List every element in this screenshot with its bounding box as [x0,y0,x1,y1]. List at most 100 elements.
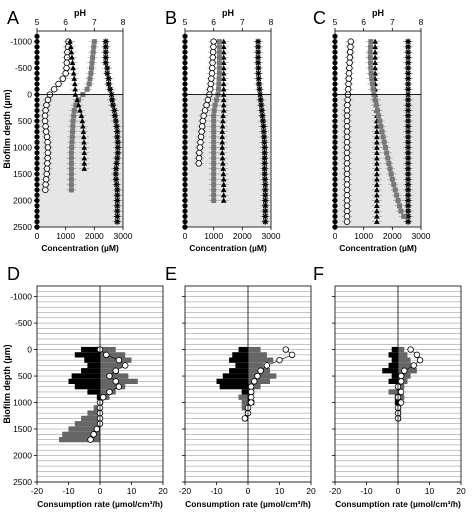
panel-d-black-bar-9 [96,394,100,400]
panel-a-triangle-4-14 [78,112,85,118]
panel-c-open-circle-4-22 [343,154,351,162]
panel-b-open-circle-4-4 [209,59,216,66]
panel-b-star-1-2 [255,49,262,56]
panel-b-triangle-2-21 [219,149,226,156]
panel-c-triangle-2-34 [374,218,380,224]
panel-a-xtick-label-2: 2000 [85,231,104,241]
panel-b-open-circle-4-18 [197,133,205,141]
panel-c-open-circle-4-13 [343,107,351,114]
panel-a-triangle-4-12 [75,102,82,108]
panel-b-star-1-30 [262,197,269,204]
panel-a-grey-square-2-25 [68,171,74,177]
panel-b-grey-square-3-25 [211,171,217,177]
panel-d-grey-bar-1 [100,352,126,358]
panel-b-triangle-2-12 [220,102,227,108]
panel-d-grey-bar-3 [100,362,123,369]
panel-c-star-1-29 [405,192,412,199]
panel-a-open-circle-3-23 [44,160,51,167]
panel-a-star-1-33 [114,213,121,220]
panel-b-star-1-8 [255,80,262,87]
panel-a-open-circle-3-18 [43,133,51,141]
panel-c-grey-square-3-25 [388,171,394,177]
panel-a-star-1-13 [111,107,118,114]
panel-b-triangle-2-16 [219,123,226,129]
panel-b-star-1-21 [261,149,268,156]
panel-b-star-1-14 [259,112,266,119]
panel-c-triangle-2-16 [374,123,380,129]
panel-c-grey-square-3-27 [391,182,397,188]
panel-c-grey-square-3-32 [398,208,404,214]
panel-f-black-bar-2 [391,357,398,363]
panel-a-open-circle-3-7 [59,75,66,82]
panel-c-star-1-11 [405,96,412,103]
panel-d-ytick-label-3: 500 [18,371,32,381]
panel-b-grey-square-3-8 [216,81,222,87]
panel-e-open-circle-1 [288,351,296,359]
panel-b-toptick-label-0: 5 [183,17,188,27]
panel-b-grey-square-3-28 [211,187,217,193]
panel-b-open-circle-4-7 [208,75,215,82]
panel-b-open-circle-4-19 [197,139,204,146]
panel-b-grey-square-3-15 [211,118,217,124]
panel-a-open-circle-3-11 [44,96,52,104]
panel-b-open-circle-4-5 [209,64,216,72]
panel-a-triangle-4-17 [80,128,87,134]
panel-d-open-circle-7 [115,383,123,390]
panel-c-star-1-28 [405,186,412,193]
panel-a-grey-square-2-20 [69,145,75,151]
panel-d-grey-bar-17 [59,436,100,443]
panel-c-star-1-12 [405,102,412,109]
panel-c-triangle-2-24 [374,165,380,171]
panel-c-star-1-19 [405,139,412,146]
panel-a-star-1-9 [107,86,114,93]
panel-a-open-circle-3-19 [44,139,51,146]
panel-e-grey-bar-2 [248,357,274,363]
panel-c-grey-square-3-33 [401,213,407,219]
panel-b-xlabel: Concentration (µM) [189,243,267,253]
panel-e-open-circle-8 [247,388,255,396]
panel-c-grey-square-3-16 [378,123,384,129]
panel-e-grey-bar-3 [248,362,264,369]
panel-e-xtick-label-0: -20 [179,486,192,496]
panel-f-grey-bar-3 [398,362,414,369]
panel-b-star-1-4 [255,59,262,66]
panel-d-ytick-label-4: 1000 [13,398,32,408]
panel-b-triangle-2-26 [220,176,227,182]
panel-e-black-bar-7 [219,384,248,390]
panel-f-open-circle-2 [416,356,424,364]
panel-b-star-1-7 [255,75,262,82]
panel-d-open-circle-9 [99,394,107,401]
panel-b-open-circle-4-1 [210,43,217,51]
panel-b-xtick-label-2: 2000 [233,231,252,241]
panel-d-ytick-label-6: 2000 [13,451,32,461]
panel-a-star-1-7 [105,75,112,82]
panel-c-open-circle-4-26 [343,176,351,183]
panel-b-star-1-12 [258,102,265,109]
panel-b-frame [184,30,272,228]
panel-b-star-1-23 [261,160,268,167]
panel-f-grey-bar-1 [398,352,408,358]
panel-b-triangle-2-24 [220,165,226,171]
panel-c-grey-square-3-30 [395,198,401,204]
panel-f-xtick-label-3: 10 [425,486,435,496]
panel-b-grey-square-3-13 [211,107,217,113]
panel-f-black-bar-1 [388,352,398,358]
panel-a-ytick-label-6: 2000 [13,196,32,206]
panel-c-star-1-22 [405,155,412,162]
panel-a-triangle-4-16 [80,123,86,129]
panel-e-black-bar-3 [235,362,248,369]
panel-c-star-1-34 [405,218,412,225]
panel-c-star-1-5 [405,65,412,72]
panel-b-star-1-29 [262,192,269,199]
panel-b-triangle-2-27 [220,181,227,187]
panel-b-star-1-3 [255,54,262,61]
panel-c-open-circle-4-1 [347,43,354,51]
panel-c-grey-square-3-9 [370,86,376,92]
panel-a-star-1-0 [102,38,109,45]
panel-c-xlabel: Concentration (µM) [339,243,417,253]
panel-a-star-1-12 [109,102,116,109]
panel-b-grey-square-3-30 [211,198,217,204]
panel-b-open-circle-4-3 [209,54,217,61]
panel-d-open-circle-8 [106,388,113,396]
panel-a-open-circle-3-14 [41,112,49,119]
